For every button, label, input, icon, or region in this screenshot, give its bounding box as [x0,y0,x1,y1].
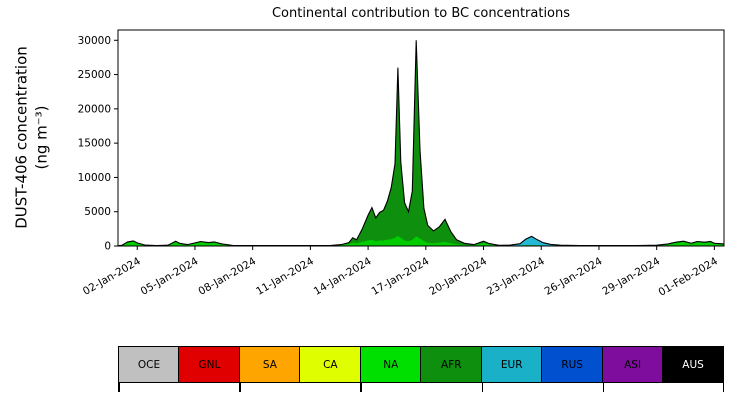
legend-item-ca: CA [299,346,362,383]
x-tick-label: 08-Jan-2024 [196,255,258,298]
y-tick-label: 15000 [78,138,111,150]
area-series-afr [118,40,724,246]
legend-axis-ticks [118,383,724,395]
legend-item-afr: AFR [420,346,483,383]
x-tick-label: 20-Jan-2024 [427,255,489,298]
x-tick-label: 14-Jan-2024 [312,255,374,298]
legend-tick [722,383,724,392]
chart-title: Continental contribution to BC concentra… [271,6,571,21]
legend-tick [602,383,605,392]
y-tick-label: 30000 [78,35,111,47]
y-tick-label: 20000 [78,103,111,115]
legend-tick [481,383,484,392]
y-tick-label: 10000 [78,172,111,184]
legend-item-na: NA [359,346,422,383]
legend-tick [118,383,120,392]
bc-concentration-area-chart: 0 5000 10000 15000 20000 25000 30000 02-Jan-202… [78,29,725,299]
y-tick-label: 0 [104,241,111,253]
x-tick-label: 11-Jan-2024 [254,255,316,298]
y-tick-label: 5000 [84,206,111,218]
area-series-na [118,235,724,246]
axes-box [117,29,725,247]
x-tick-label: 01-Feb-2024 [656,255,720,299]
x-tick-label: 26-Jan-2024 [543,255,605,298]
legend-item-eur: EUR [480,346,543,383]
x-tick-label: 05-Jan-2024 [139,255,201,298]
legend-item-aus: AUS [662,346,725,383]
continent-legend: OCE GNL SA CA NA AFR EUR RUS ASI AUS [118,346,725,383]
legend-item-sa: SA [238,346,301,383]
x-tick-label: 17-Jan-2024 [370,255,432,298]
y-tick-label: 25000 [78,69,111,81]
legend-tick [239,383,241,392]
legend-item-asi: ASI [601,346,664,383]
legend-item-rus: RUS [541,346,604,383]
x-tick-label: 23-Jan-2024 [485,255,547,298]
x-tick-label: 29-Jan-2024 [600,255,662,298]
legend-item-oce: OCE [118,346,180,383]
legend-item-gnl: GNL [178,346,241,383]
legend-tick [360,383,362,392]
x-tick-label: 02-Jan-2024 [81,255,143,298]
